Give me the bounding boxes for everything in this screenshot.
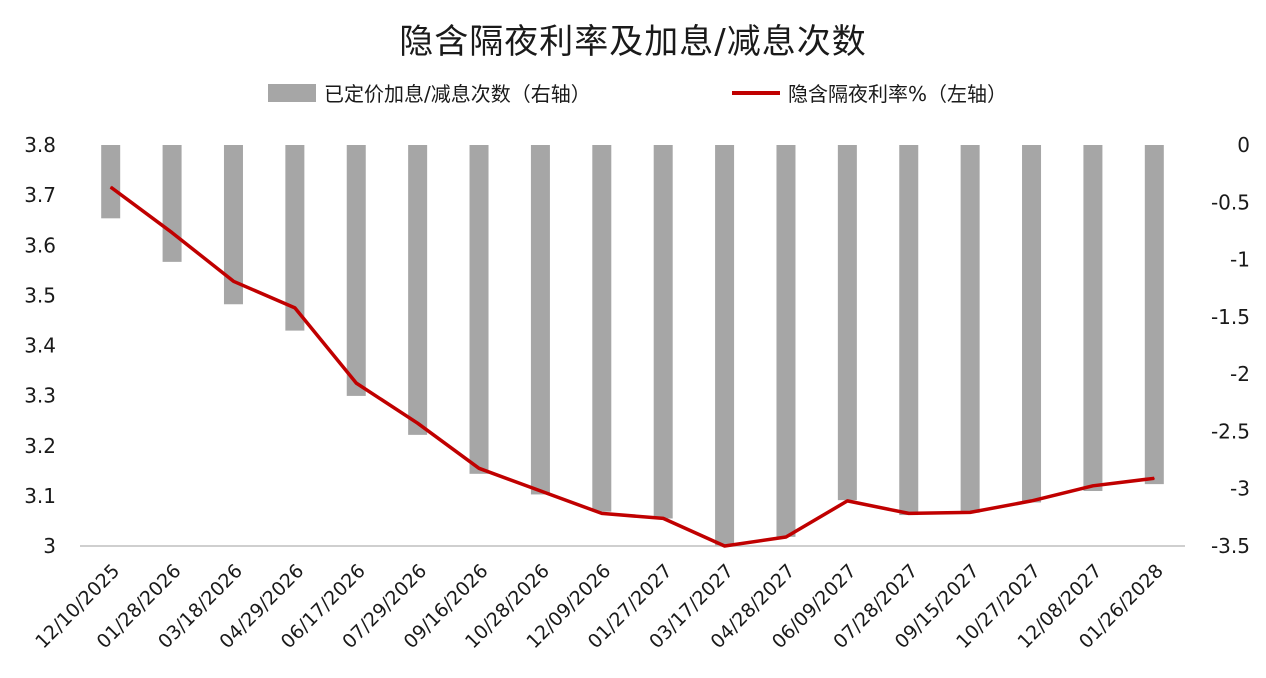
legend-bar-label: 已定价加息/减息次数（右轴） bbox=[324, 82, 591, 106]
y-left-tick-7: 3.1 bbox=[24, 484, 56, 508]
bar-16 bbox=[1083, 145, 1103, 492]
rate-point-2 bbox=[232, 280, 234, 282]
rate-point-15 bbox=[1031, 500, 1033, 502]
y-left-tick-2: 3.6 bbox=[24, 233, 56, 257]
rate-point-6 bbox=[478, 467, 480, 469]
bar-1 bbox=[162, 145, 182, 262]
y-right-tick-5: -2.5 bbox=[1211, 419, 1250, 443]
y-left-tick-6: 3.2 bbox=[24, 434, 56, 458]
rate-point-3 bbox=[294, 307, 296, 309]
rate-point-0 bbox=[110, 186, 112, 188]
rate-point-13 bbox=[908, 512, 910, 514]
chart-title: 隐含隔夜利率及加息/减息次数 bbox=[399, 22, 867, 62]
rate-point-8 bbox=[601, 512, 603, 514]
bar-7 bbox=[530, 145, 550, 495]
bar-13 bbox=[899, 145, 919, 516]
rate-point-14 bbox=[969, 511, 971, 513]
bar-5 bbox=[408, 145, 428, 435]
y-left-tick-8: 3 bbox=[43, 534, 56, 558]
y-left-tick-4: 3.4 bbox=[24, 334, 56, 358]
y-right-tick-7: -3.5 bbox=[1211, 534, 1250, 558]
bar-10 bbox=[715, 145, 735, 546]
rate-point-1 bbox=[171, 232, 173, 234]
y-left-tick-5: 3.3 bbox=[24, 384, 56, 408]
legend-item-bars: 已定价加息/减息次数（右轴） bbox=[268, 78, 591, 107]
rate-point-16 bbox=[1092, 485, 1094, 487]
bar-8 bbox=[592, 145, 612, 512]
bar-14 bbox=[960, 145, 980, 513]
rate-point-11 bbox=[785, 536, 787, 538]
legend-line-swatch bbox=[732, 90, 780, 95]
chart-legend: 已定价加息/减息次数（右轴） 隐含隔夜利率%（左轴） bbox=[0, 78, 1266, 112]
bar-3 bbox=[285, 145, 305, 331]
legend-bar-swatch bbox=[268, 83, 316, 102]
rate-point-7 bbox=[539, 490, 541, 492]
y-right-tick-1: -0.5 bbox=[1211, 190, 1250, 214]
y-left-tick-0: 3.8 bbox=[24, 133, 56, 157]
bar-9 bbox=[653, 145, 673, 519]
legend-line-label: 隐含隔夜利率%（左轴） bbox=[788, 82, 1008, 106]
legend-item-line: 隐含隔夜利率%（左轴） bbox=[732, 78, 1007, 107]
rate-point-17 bbox=[1153, 477, 1155, 479]
bar-0 bbox=[101, 145, 121, 219]
rate-point-9 bbox=[662, 517, 664, 519]
rate-point-12 bbox=[846, 500, 848, 502]
rate-point-10 bbox=[724, 545, 726, 547]
y-right-tick-3: -1.5 bbox=[1211, 305, 1250, 329]
bar-15 bbox=[1022, 145, 1042, 503]
bar-2 bbox=[223, 145, 243, 305]
y-right-tick-0: 0 bbox=[1237, 133, 1250, 157]
bar-12 bbox=[837, 145, 857, 501]
bar-6 bbox=[469, 145, 489, 474]
rate-line bbox=[109, 185, 1155, 548]
bar-4 bbox=[346, 145, 366, 396]
rate-point-5 bbox=[417, 422, 419, 424]
y-left-tick-3: 3.5 bbox=[24, 283, 56, 307]
bar-17 bbox=[1144, 145, 1164, 485]
y-right-tick-6: -3 bbox=[1230, 477, 1250, 501]
y-left-tick-1: 3.7 bbox=[24, 183, 56, 207]
y-right-tick-4: -2 bbox=[1230, 362, 1250, 386]
y-right-tick-2: -1 bbox=[1230, 248, 1250, 272]
bar-11 bbox=[776, 145, 796, 537]
rate-point-4 bbox=[355, 382, 357, 384]
